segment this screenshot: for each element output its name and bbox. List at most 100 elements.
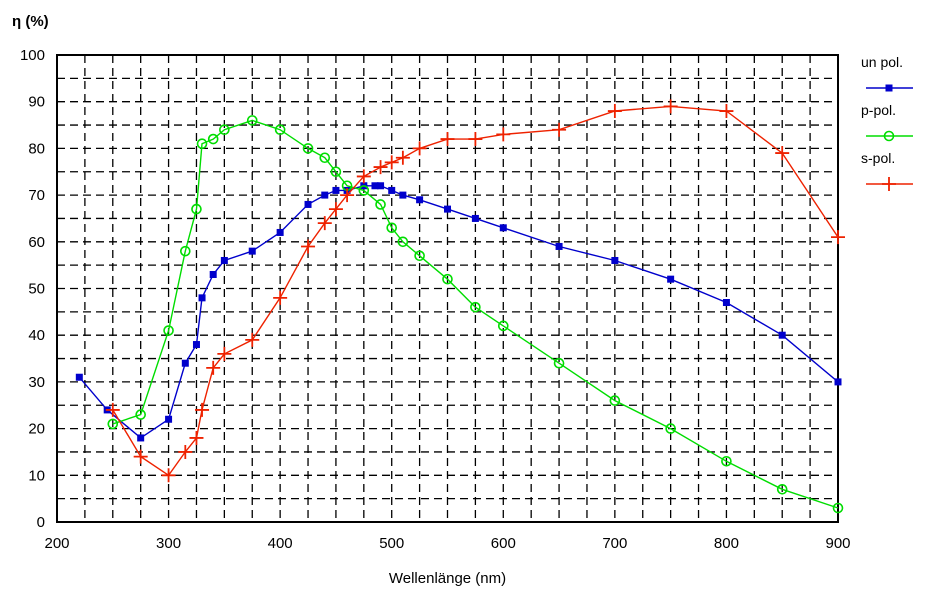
data-point-un-pol xyxy=(248,247,256,255)
data-point-s-pol xyxy=(189,430,204,445)
data-point-s-pol xyxy=(273,290,288,305)
data-point-s-pol xyxy=(195,402,210,417)
data-point-s-pol xyxy=(395,150,410,165)
data-point-s-pol xyxy=(206,360,221,375)
data-point-s-pol xyxy=(607,104,622,119)
data-point-p-pol xyxy=(776,484,788,495)
data-point-s-pol xyxy=(356,169,371,184)
data-point-p-pol xyxy=(302,143,314,154)
series-line-s-pol xyxy=(112,105,839,477)
data-point-un-pol xyxy=(137,434,145,442)
data-point-s-pol xyxy=(440,132,455,147)
data-point-un-pol xyxy=(209,270,217,278)
data-point-p-pol xyxy=(442,273,453,285)
data-point-p-pol xyxy=(358,185,370,196)
y-tick-label: 20 xyxy=(28,421,45,438)
y-tick-label: 30 xyxy=(28,374,45,391)
data-point-p-pol xyxy=(246,115,258,126)
data-point-s-pol xyxy=(775,146,790,161)
data-point-s-pol xyxy=(373,160,388,175)
data-point-s-pol xyxy=(161,468,176,483)
y-tick-label: 50 xyxy=(28,281,45,298)
data-point-p-pol xyxy=(721,455,732,467)
x-axis-title: Wellenlänge (nm) xyxy=(389,570,506,587)
legend-label-p-pol: p-pol. xyxy=(861,102,896,118)
data-point-s-pol xyxy=(178,444,193,459)
y-tick-label: 70 xyxy=(28,187,45,204)
x-tick-label: 900 xyxy=(825,535,850,552)
y-tick-label: 40 xyxy=(28,327,45,344)
data-point-s-pol xyxy=(412,141,427,156)
data-point-un-pol xyxy=(388,186,396,194)
data-point-p-pol xyxy=(274,124,286,136)
y-tick-label: 90 xyxy=(28,94,45,111)
y-tick-label: 100 xyxy=(20,47,45,64)
legend-label-un-pol: un pol. xyxy=(861,54,903,70)
data-point-s-pol xyxy=(663,99,678,114)
data-point-s-pol xyxy=(105,402,120,417)
data-point-s-pol xyxy=(217,346,232,361)
legend: un pol. p-pol. s-pol. xyxy=(861,54,913,191)
data-point-p-pol xyxy=(470,301,481,313)
data-point-s-pol xyxy=(468,132,483,147)
legend-marker-p-pol xyxy=(883,130,895,142)
data-point-s-pol xyxy=(301,239,316,254)
y-tick-label: 10 xyxy=(28,467,45,484)
y-tick-label: 80 xyxy=(28,140,45,157)
data-point-un-pol xyxy=(667,275,675,283)
data-point-s-pol xyxy=(831,230,845,245)
data-point-p-pol xyxy=(196,138,208,150)
data-point-p-pol xyxy=(414,250,425,262)
data-point-p-pol xyxy=(207,133,219,145)
data-point-p-pol xyxy=(386,222,398,234)
data-point-un-pol xyxy=(444,205,451,213)
data-series xyxy=(75,99,845,514)
data-point-s-pol xyxy=(552,122,567,137)
data-point-un-pol xyxy=(276,228,284,236)
data-point-p-pol xyxy=(107,418,119,430)
data-point-un-pol xyxy=(611,256,619,264)
data-point-un-pol xyxy=(304,200,312,208)
legend-label-s-pol: s-pol. xyxy=(861,150,895,166)
data-point-un-pol xyxy=(75,373,83,381)
data-point-s-pol xyxy=(328,202,343,217)
axis-ticks: 200 300 400 500 600 700 800 900 0 10 20 30 40 50 60 70 8… xyxy=(20,47,851,552)
data-point-p-pol xyxy=(135,409,146,420)
data-point-un-pol xyxy=(399,191,407,199)
series-p-pol xyxy=(107,115,844,514)
data-point-un-pol xyxy=(377,182,385,190)
data-point-un-pol xyxy=(499,224,507,232)
data-point-un-pol xyxy=(722,299,730,307)
data-point-un-pol xyxy=(321,191,329,199)
series-line-p-pol xyxy=(112,119,839,509)
data-point-un-pol xyxy=(555,242,563,250)
data-point-p-pol xyxy=(375,199,386,210)
data-point-un-pol xyxy=(471,214,479,222)
data-point-un-pol xyxy=(192,341,200,349)
x-tick-label: 400 xyxy=(268,535,293,552)
x-tick-label: 200 xyxy=(44,535,69,552)
data-point-un-pol xyxy=(834,378,842,386)
data-point-p-pol xyxy=(163,325,174,336)
x-tick-label: 500 xyxy=(379,535,404,552)
data-point-p-pol xyxy=(180,245,191,257)
data-point-un-pol xyxy=(181,359,189,367)
data-point-s-pol xyxy=(719,104,734,119)
x-tick-label: 700 xyxy=(602,535,627,552)
data-point-un-pol xyxy=(165,415,173,423)
data-point-s-pol xyxy=(133,449,148,464)
data-point-s-pol xyxy=(384,155,399,170)
data-point-p-pol xyxy=(330,166,342,178)
data-point-un-pol xyxy=(416,196,424,204)
data-point-un-pol xyxy=(198,294,206,302)
data-point-s-pol xyxy=(245,332,260,347)
data-point-p-pol xyxy=(832,502,844,514)
x-tick-label: 300 xyxy=(156,535,181,552)
plot-frame xyxy=(56,54,839,523)
data-point-p-pol xyxy=(191,203,202,215)
data-point-p-pol xyxy=(665,423,676,434)
legend-marker-un-pol xyxy=(885,84,893,92)
y-tick-label: 60 xyxy=(28,234,45,251)
data-point-un-pol xyxy=(371,182,379,190)
